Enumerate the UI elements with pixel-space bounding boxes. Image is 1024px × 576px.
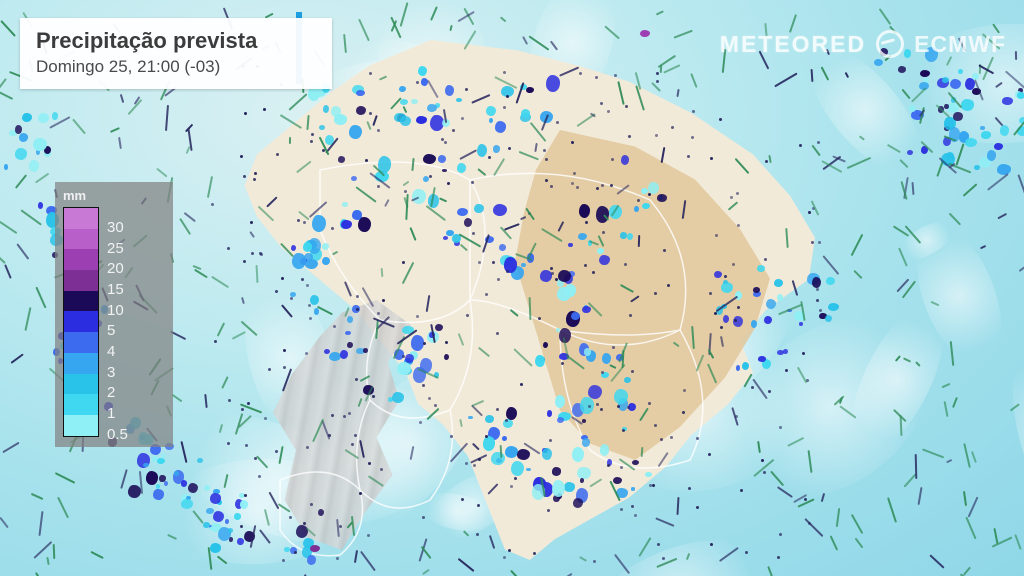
legend-swatch-20 xyxy=(64,249,98,270)
legend-value-5: 5 xyxy=(107,320,128,341)
legend-swatch-10 xyxy=(64,291,98,312)
ecmwf-logo-text: ECMWF xyxy=(914,31,1006,58)
brazil-highlands-overlay xyxy=(470,130,770,460)
legend-swatch-0.5 xyxy=(64,415,98,436)
legend-value-0.5: 0.5 xyxy=(107,424,128,445)
legend-value-3: 3 xyxy=(107,362,128,383)
weather-map-app: Precipitação prevista Domingo 25, 21:00 … xyxy=(0,0,1024,576)
legend-swatch-15 xyxy=(64,270,98,291)
legend-unit-label: mm xyxy=(63,188,165,203)
map-subtitle: Domingo 25, 21:00 (-03) xyxy=(36,57,316,77)
legend-swatch-2 xyxy=(64,374,98,395)
source-watermark: METEORED ECMWF xyxy=(720,30,1006,58)
legend-swatch-25 xyxy=(64,229,98,250)
legend-value-20: 20 xyxy=(107,258,128,279)
map-header-panel: Precipitação prevista Domingo 25, 21:00 … xyxy=(20,18,332,89)
legend-value-2: 2 xyxy=(107,383,128,404)
legend-swatch-5 xyxy=(64,311,98,332)
south-america-landmass xyxy=(195,40,815,560)
legend-value-10: 10 xyxy=(107,300,128,321)
meteored-logo-text: METEORED xyxy=(720,31,866,58)
legend-value-4: 4 xyxy=(107,341,128,362)
legend-value-1: 1 xyxy=(107,403,128,424)
legend-color-scale xyxy=(63,207,99,437)
legend-swatch-3 xyxy=(64,353,98,374)
andes-mountains-overlay xyxy=(250,300,480,550)
legend-swatch-1 xyxy=(64,394,98,415)
ecmwf-icon xyxy=(876,30,904,58)
map-title: Precipitação prevista xyxy=(36,28,316,53)
precipitation-legend[interactable]: mm 30 25 20 15 10 5 4 3 2 1 0.5 xyxy=(55,182,173,447)
legend-swatch-30 xyxy=(64,208,98,229)
legend-value-30: 30 xyxy=(107,217,128,238)
legend-value-15: 15 xyxy=(107,279,128,300)
legend-value-25: 25 xyxy=(107,238,128,259)
legend-value-labels: 30 25 20 15 10 5 4 3 2 1 0.5 xyxy=(107,207,128,435)
legend-swatch-4 xyxy=(64,332,98,353)
